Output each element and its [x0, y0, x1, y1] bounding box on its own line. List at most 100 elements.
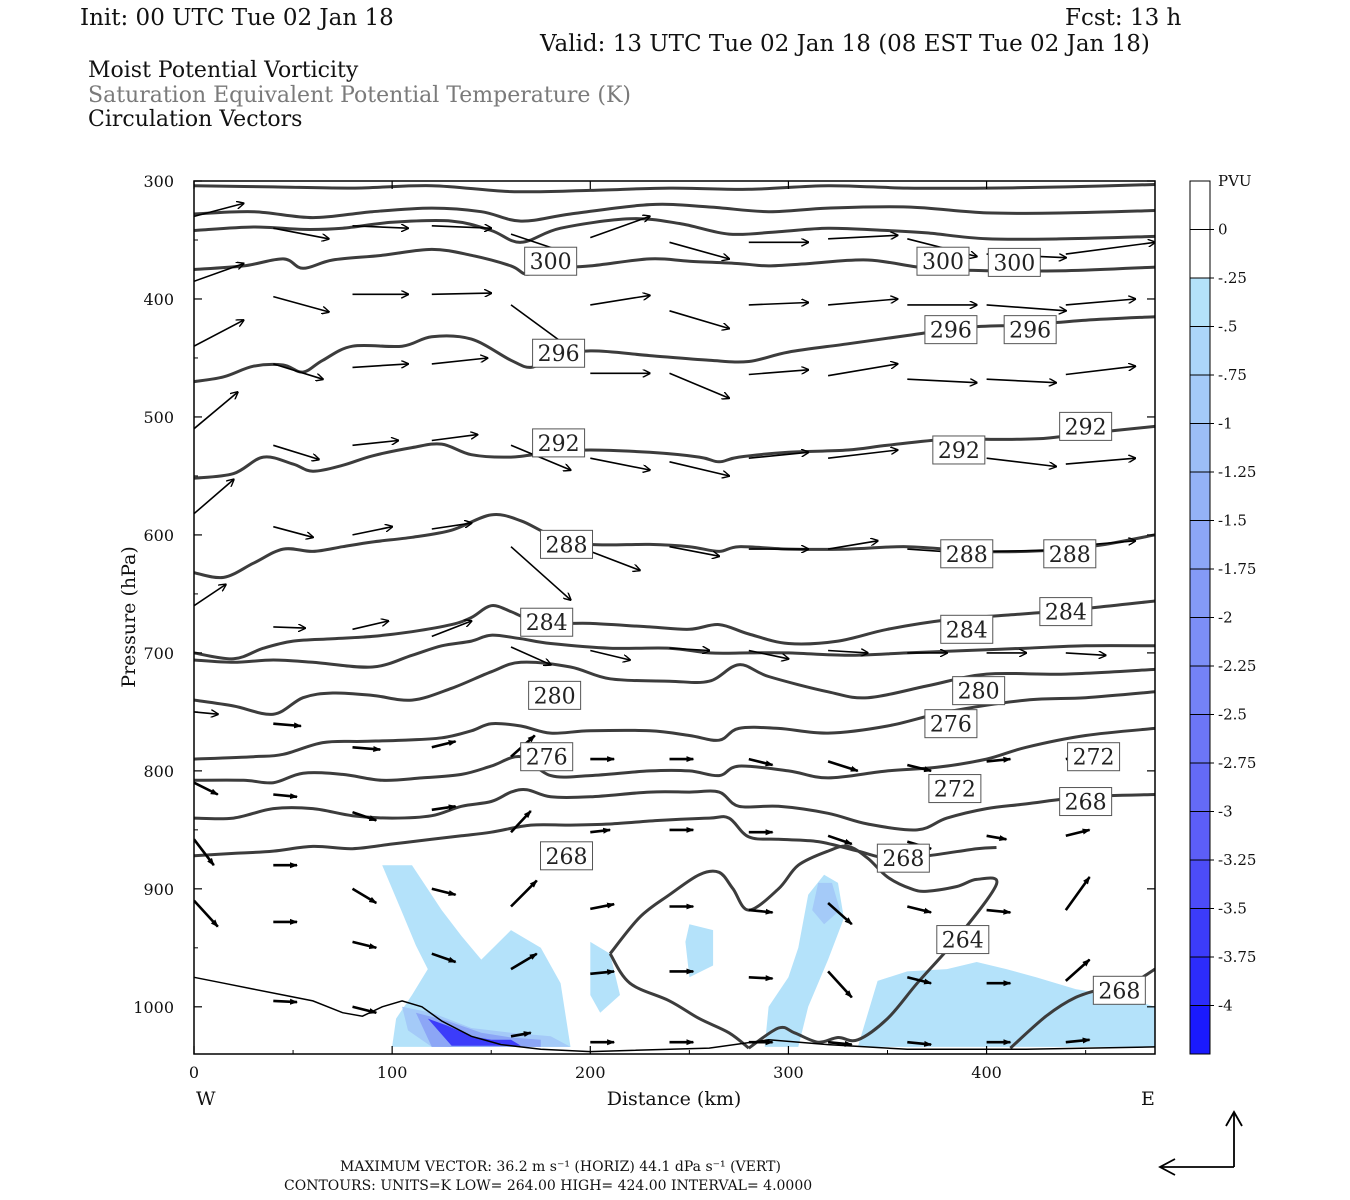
contour-label-text: 280: [958, 680, 1000, 705]
colorbar-label: -3.5: [1218, 900, 1247, 918]
theta-contour: [608, 952, 750, 1050]
contour-label: 284: [520, 607, 574, 637]
circulation-vector: [669, 648, 710, 650]
theta-contour: [194, 690, 1155, 761]
circulation-vector: [986, 908, 1012, 915]
colorbar-units: PVU: [1218, 172, 1252, 190]
colorbar-bin: [1190, 520, 1210, 569]
circulation-vector: [828, 235, 897, 239]
circulation-vector: [510, 646, 551, 665]
circulation-vector: [273, 363, 323, 379]
colorbar-label: -2.25: [1218, 657, 1256, 675]
pv-colorbar: 0 -.25 -.5 -.75 -1 -1.25 -1.5 -1.75 -2 -2.25 -2.5 -…: [1189, 180, 1256, 1055]
circulation-vector: [194, 899, 219, 928]
circulation-vector: [1064, 876, 1091, 911]
colorbar-label: -4: [1218, 997, 1233, 1015]
y-tick-label: 300: [143, 172, 174, 191]
circulation-vector: [431, 435, 478, 442]
contour-label-text: 292: [538, 432, 580, 457]
circulation-vector: [827, 970, 853, 999]
contour-label-text: 292: [938, 439, 980, 464]
contour-label-text: 284: [526, 611, 568, 636]
y-axis-label: Pressure (hPa): [118, 546, 140, 688]
colorbar-bin: [1190, 763, 1210, 812]
pv-patch: [812, 882, 840, 925]
contour-label: 276: [924, 709, 978, 739]
theta-contour: [194, 815, 997, 860]
circulation-vector: [510, 810, 532, 834]
colorbar-label: 0: [1218, 221, 1228, 239]
contour-label-text: 268: [882, 847, 924, 872]
x-axis-label: Distance (km): [607, 1088, 742, 1110]
circulation-vector: [431, 952, 457, 964]
colorbar-label: -2.75: [1218, 754, 1256, 772]
circulation-vector: [273, 227, 328, 239]
colorbar-bin: [1190, 472, 1210, 521]
contour-label-text: 272: [1073, 746, 1115, 771]
colorbar-bin: [1190, 957, 1210, 1006]
circulation-vector: [352, 746, 382, 753]
circulation-vector: [1065, 299, 1135, 306]
colorbar-label: -2.5: [1218, 706, 1247, 724]
contour-label-text: 284: [1045, 601, 1087, 626]
colorbar-bin: [1190, 811, 1210, 860]
contour-label-text: 280: [534, 684, 576, 709]
theta-contour: [194, 217, 1155, 244]
circulation-vector: [351, 887, 378, 905]
colorbar-label: -.75: [1218, 366, 1247, 384]
theta-contour: [194, 183, 1155, 194]
x-tick-label: 300: [773, 1063, 804, 1082]
x-tick-label: 200: [575, 1063, 606, 1082]
colorbar-label: -1.5: [1218, 512, 1247, 530]
circulation-vector: [907, 1040, 933, 1047]
circulation-vector: [669, 241, 730, 259]
circulation-vector: [590, 216, 649, 239]
contour-label-text: 268: [546, 845, 588, 870]
contour-label: 272: [1067, 742, 1121, 772]
init-time: Init: 00 UTC Tue 02 Jan 18: [80, 5, 394, 31]
circulation-vector: [431, 523, 472, 530]
circulation-vector: [431, 621, 472, 638]
x-tick-label: 0: [189, 1063, 199, 1082]
circulation-vector: [828, 450, 897, 459]
contour-label-text: 296: [1009, 319, 1051, 344]
contour-label-text: 300: [922, 250, 964, 275]
field-title-theta-es: Saturation Equivalent Potential Temperat…: [88, 83, 631, 108]
colorbar-bin: [1190, 714, 1210, 763]
theta-contour: [194, 513, 1155, 580]
axis-ticks: 300 400 500 600 700 800 900 1000 0 100 200 300 400: [133, 172, 1155, 1082]
circulation-vector: [510, 546, 571, 600]
pv-patch: [427, 1018, 521, 1046]
circulation-vector: [352, 441, 399, 447]
colorbar-bin: [1190, 569, 1210, 618]
contour-label: 284: [1039, 597, 1093, 627]
circulation-vector: [431, 293, 491, 294]
circulation-vector: [431, 887, 457, 896]
theta-contour: [194, 633, 1155, 669]
circulation-vector: [590, 649, 630, 661]
circulation-vector: [273, 525, 313, 538]
circulation-vector: [906, 905, 933, 914]
contour-label: 272: [928, 774, 982, 804]
circulation-vector: [669, 545, 720, 557]
circulation-vector: [986, 457, 1056, 466]
contour-label-text: 296: [930, 319, 972, 344]
contour-label-text: 296: [538, 342, 580, 367]
circulation-vector: [748, 370, 808, 376]
circulation-vector: [352, 364, 409, 368]
y-tick-label: 800: [143, 762, 174, 781]
contour-label-text: 268: [1098, 979, 1140, 1004]
circulation-vector: [828, 651, 868, 653]
circulation-vector: [273, 444, 319, 459]
circulation-vector: [986, 756, 1012, 763]
circulation-vector: [194, 838, 215, 866]
colorbar-label: -1: [1218, 415, 1233, 433]
circulation-vector: [669, 461, 730, 476]
circulation-vector: [590, 550, 640, 570]
pv-patch: [685, 924, 714, 978]
circulation-vector: [906, 976, 933, 985]
circulation-vector: [194, 264, 244, 283]
circulation-vector: [431, 740, 457, 749]
valid-time: Valid: 13 UTC Tue 02 Jan 18 (08 EST Tue …: [539, 31, 1150, 57]
